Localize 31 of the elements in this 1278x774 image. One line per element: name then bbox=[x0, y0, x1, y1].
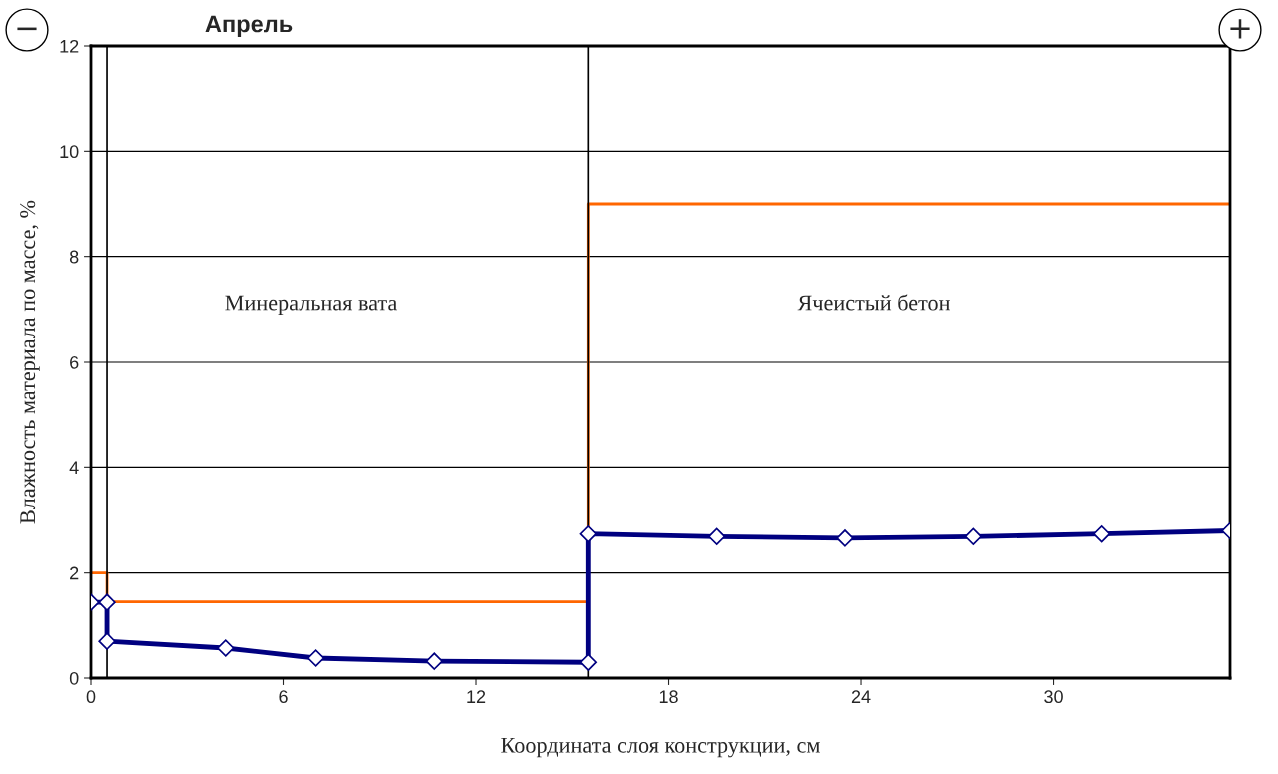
x-axis-title: Координата слоя конструкции, см bbox=[501, 738, 820, 758]
x-tick-label: 12 bbox=[467, 690, 486, 703]
chart-title: Апрель bbox=[205, 15, 293, 38]
y-tick-label: 2 bbox=[70, 566, 79, 580]
x-tick-label: 18 bbox=[659, 690, 678, 704]
point bbox=[306, 649, 325, 667]
text: − bbox=[17, 27, 37, 31]
x-tick-label: 0 bbox=[86, 690, 96, 704]
point bbox=[425, 652, 443, 670]
y-tick-label: 0 bbox=[69, 671, 79, 685]
text: + bbox=[1230, 19, 1250, 39]
annotation: Ячеистый бетон bbox=[797, 294, 950, 311]
x-tick-label: 30 bbox=[1044, 690, 1063, 704]
x-tick-label: 6 bbox=[279, 690, 288, 704]
point bbox=[579, 653, 598, 671]
y-tick-label: 12 bbox=[60, 39, 79, 53]
x-tick-label: 24 bbox=[851, 690, 871, 703]
point bbox=[217, 639, 235, 657]
point bbox=[98, 593, 116, 611]
y-tick-label: 4 bbox=[69, 461, 79, 474]
y-tick-label: 10 bbox=[60, 145, 79, 159]
point bbox=[836, 529, 854, 547]
point bbox=[98, 632, 116, 650]
y-axis-title: Влажность материала по массе, % bbox=[20, 200, 40, 524]
point bbox=[1092, 525, 1111, 543]
y-tick-label: 8 bbox=[69, 250, 79, 264]
point bbox=[579, 525, 598, 543]
y-tick-label: 6 bbox=[70, 355, 79, 369]
point bbox=[964, 527, 983, 546]
annotation: Минеральная вата bbox=[225, 295, 398, 316]
point bbox=[707, 527, 726, 546]
